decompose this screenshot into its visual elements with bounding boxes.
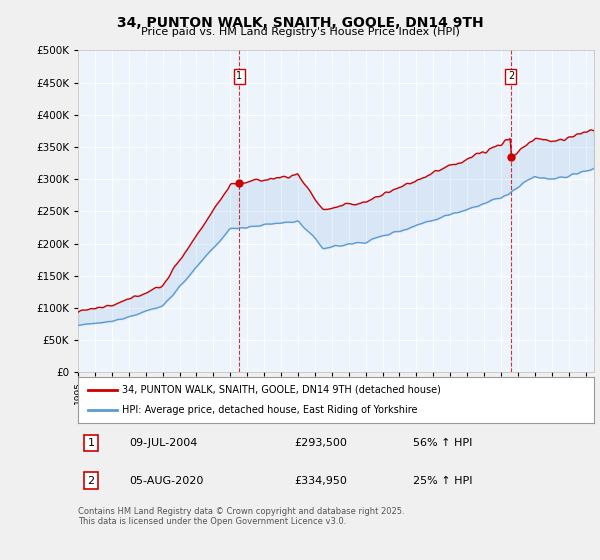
Text: 34, PUNTON WALK, SNAITH, GOOLE, DN14 9TH (detached house): 34, PUNTON WALK, SNAITH, GOOLE, DN14 9TH… [122,385,441,395]
Text: 05-AUG-2020: 05-AUG-2020 [130,476,204,486]
Text: Price paid vs. HM Land Registry's House Price Index (HPI): Price paid vs. HM Land Registry's House … [140,27,460,37]
Text: HPI: Average price, detached house, East Riding of Yorkshire: HPI: Average price, detached house, East… [122,405,418,415]
Text: 1: 1 [236,71,242,81]
Text: 34, PUNTON WALK, SNAITH, GOOLE, DN14 9TH: 34, PUNTON WALK, SNAITH, GOOLE, DN14 9TH [116,16,484,30]
Text: £334,950: £334,950 [295,476,347,486]
Text: 2: 2 [88,476,94,486]
Text: Contains HM Land Registry data © Crown copyright and database right 2025.
This d: Contains HM Land Registry data © Crown c… [78,507,404,526]
Text: 56% ↑ HPI: 56% ↑ HPI [413,438,473,448]
Text: 09-JUL-2004: 09-JUL-2004 [130,438,198,448]
Text: 2: 2 [508,71,514,81]
Text: 1: 1 [88,438,94,448]
Text: 25% ↑ HPI: 25% ↑ HPI [413,476,473,486]
Text: £293,500: £293,500 [295,438,347,448]
